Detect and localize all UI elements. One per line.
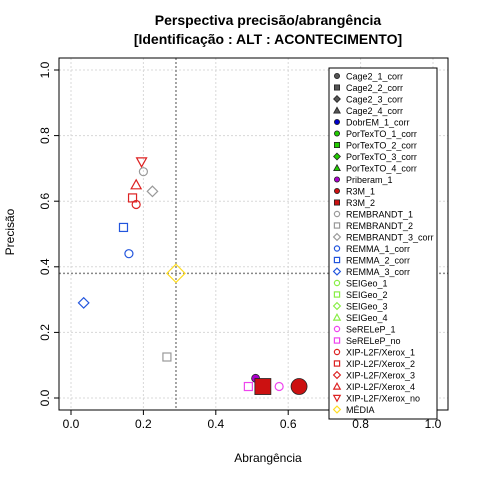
x-axis: 0.0 0.2 0.4 0.6 0.8 1.0 (63, 410, 442, 431)
legend-label: REMBRANDT_3_corr (346, 232, 434, 242)
legend-symbol (333, 176, 340, 183)
legend-symbol (333, 360, 341, 367)
legend-symbol (333, 95, 341, 103)
legend-label: SeRELeP_1 (346, 324, 396, 334)
y-tick-label: 0.4 (38, 258, 52, 275)
legend-symbol (333, 141, 340, 148)
chart-subtitle: [Identificação : ALT : ACONTECIMENTO] (134, 31, 402, 47)
x-tick-label: 0.0 (63, 417, 80, 431)
y-axis-label: Precisão (3, 208, 17, 255)
legend-label: Cage2_2_corr (346, 83, 403, 93)
data-point (127, 193, 138, 203)
data-point (166, 263, 186, 284)
y-tick-label: 0.0 (38, 389, 52, 406)
legend-label: SeRELeP_no (346, 336, 401, 346)
legend-box (328, 67, 438, 420)
data-point (124, 249, 134, 259)
y-axis: 0.0 0.2 0.4 0.6 0.8 1.0 (38, 61, 59, 406)
x-axis-label: Abrangência (234, 451, 302, 465)
legend-label: R3M_1 (346, 186, 375, 196)
legend-label: PorTexTO_4_corr (346, 163, 417, 173)
legend-label: SEIGeo_1 (346, 278, 388, 288)
legend-label: SEIGeo_3 (346, 301, 388, 311)
data-points (77, 157, 308, 395)
data-point (243, 381, 253, 392)
legend-label: PorTexTO_1_corr (346, 129, 417, 139)
legend-symbol (333, 163, 341, 172)
legend-symbol (333, 245, 341, 252)
legend-symbol (333, 337, 341, 344)
data-point (130, 178, 143, 190)
legend-label: PorTexTO_2_corr (346, 140, 417, 150)
legend-symbol (333, 84, 340, 91)
legend-label: XIP-L2F/Xerox_2 (346, 359, 415, 369)
x-tick-label: 0.6 (280, 417, 297, 431)
legend-label: Cage2_3_corr (346, 94, 403, 104)
legend-label: REMMA_3_corr (346, 267, 410, 277)
plot-frame (58, 57, 449, 411)
data-point (254, 378, 272, 395)
legend-symbol (332, 394, 342, 403)
legend-symbol (333, 210, 341, 218)
legend-symbol (333, 291, 341, 298)
legend-label: REMMA_2_corr (346, 255, 410, 265)
legend-symbol (332, 267, 342, 276)
legend-symbol (332, 232, 342, 242)
legend-symbol (333, 187, 340, 194)
legend-symbol (332, 382, 342, 390)
x-tick-label: 1.0 (425, 417, 442, 431)
legend-symbol (332, 405, 342, 414)
legend-symbol (332, 313, 342, 321)
legend-label: XIP-L2F/Xerox_4 (346, 382, 415, 392)
legend-label: XIP-L2F/Xerox_1 (346, 347, 415, 357)
legend-symbol (333, 279, 341, 287)
y-tick-label: 0.6 (38, 193, 52, 210)
legend-symbol (332, 301, 342, 311)
legend-label: DobrEM_1_corr (346, 117, 410, 127)
data-point (146, 185, 159, 198)
legend-symbol (333, 222, 341, 229)
legend-symbol (333, 256, 341, 264)
legend-label: SEIGeo_2 (346, 290, 388, 300)
legend-label: Priberam_1 (346, 175, 393, 185)
legend-symbol (333, 119, 340, 126)
data-point (274, 381, 284, 392)
legend-symbol (332, 370, 342, 380)
y-tick-label: 1.0 (38, 61, 52, 78)
legend-label: REMBRANDT_1 (346, 209, 413, 219)
x-tick-label: 0.2 (135, 417, 152, 431)
legend-symbol (333, 73, 340, 80)
legend-label: Cage2_1_corr (346, 71, 403, 81)
data-point (138, 167, 148, 177)
x-tick-label: 0.4 (207, 417, 224, 431)
x-tick-label: 0.8 (352, 417, 369, 431)
legend-label: REMMA_1_corr (346, 244, 410, 254)
legend-label: R3M_2 (346, 198, 375, 208)
legend-label: REMBRANDT_2 (346, 221, 413, 231)
chart-title: Perspectiva precisão/abrangência (155, 12, 382, 28)
legend-symbol (333, 106, 341, 114)
legend-symbol (333, 325, 341, 333)
legend-symbol (333, 152, 341, 161)
data-point (135, 157, 148, 169)
data-point (118, 222, 129, 233)
legend-label: MÉDIA (346, 405, 375, 415)
data-point (162, 352, 172, 362)
legend-label: Cage2_4_corr (346, 106, 403, 116)
data-point (77, 296, 90, 309)
legend-symbol (333, 348, 341, 356)
y-tick-label: 0.2 (38, 324, 52, 341)
legend-symbol (333, 130, 340, 137)
data-point (290, 378, 308, 395)
legend-label: PorTexTO_3_corr (346, 152, 417, 162)
legend-label: SEIGeo_4 (346, 313, 388, 323)
y-tick-label: 0.8 (38, 127, 52, 144)
legend-label: XIP-L2F/Xerox_3 (346, 370, 415, 380)
legend-label: XIP-L2F/Xerox_no (346, 393, 420, 403)
legend-symbol (333, 199, 340, 206)
